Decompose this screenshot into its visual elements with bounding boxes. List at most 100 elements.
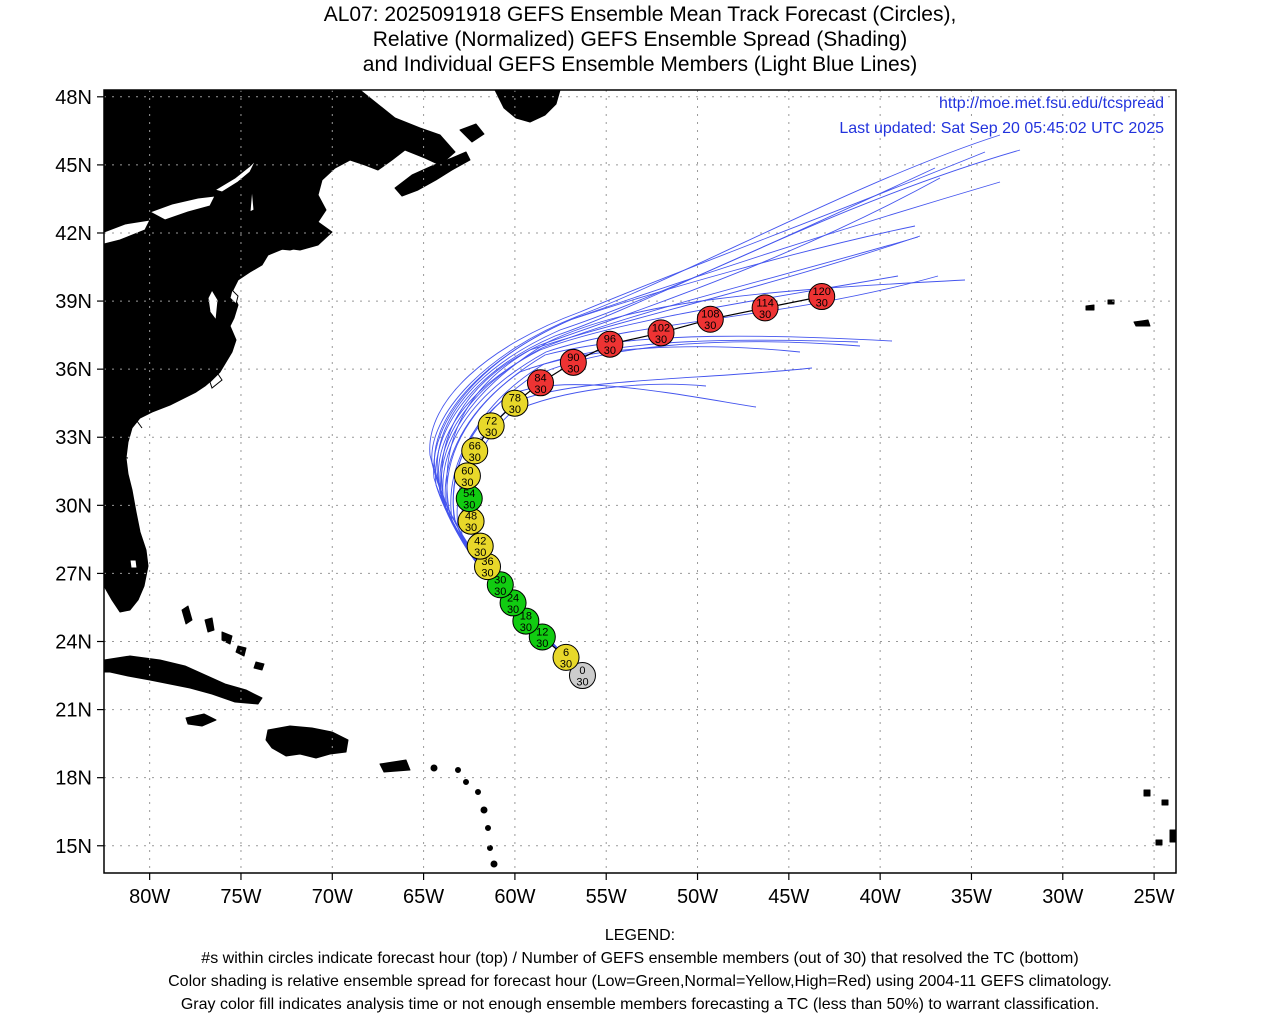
lakes-borders: [104, 90, 361, 569]
forecast-circle: [552, 643, 580, 671]
lon-tick-label: 50W: [677, 886, 718, 908]
forecast-hour: 12: [536, 626, 548, 638]
lesser-antilles-8: [490, 860, 498, 868]
forecast-hour: 42: [474, 536, 486, 548]
delaware-bay: [229, 289, 239, 305]
member-count: 30: [604, 345, 616, 357]
border-ma: [271, 211, 315, 215]
forecast-hour: 60: [461, 465, 473, 477]
lake-ontario: [148, 195, 216, 221]
lon-tick-label: 35W: [951, 886, 992, 908]
member-count: 30: [485, 427, 497, 439]
forecast-circle: [453, 462, 481, 490]
lon-tick-label: 30W: [1042, 886, 1083, 908]
member-count: 30: [520, 622, 532, 634]
forecast-circle: [568, 662, 596, 690]
lon-tick-label: 75W: [220, 886, 261, 908]
jamaica: [185, 713, 217, 727]
member-count: 30: [463, 500, 475, 512]
legend-line-3: Gray color fill indicates analysis time …: [180, 996, 1100, 1013]
cape-verde-3: [1155, 839, 1163, 846]
lon-tick-label: 65W: [403, 886, 444, 908]
lon-tick-label: 60W: [494, 886, 535, 908]
chesapeake-bay: [207, 288, 219, 322]
lon-tick-label: 55W: [586, 886, 627, 908]
forecast-hour: 48: [465, 511, 477, 523]
member-count: 30: [816, 298, 828, 310]
lon-tick-label: 25W: [1134, 886, 1175, 908]
lake-champlain: [249, 187, 255, 213]
border-nc-sc: [119, 379, 173, 401]
member-count: 30: [494, 586, 506, 598]
forecast-hour: 96: [604, 334, 616, 346]
border-ca-us: [249, 90, 361, 161]
forecast-circle: [477, 412, 505, 440]
member-count: 30: [534, 384, 546, 396]
nova-scotia: [394, 151, 471, 197]
member-count: 30: [474, 547, 486, 559]
forecast-circle: [596, 330, 624, 358]
bahamas-3: [221, 631, 233, 645]
forecast-hour: 30: [494, 574, 506, 586]
border-wv-va: [137, 289, 201, 305]
chart-title: AL07: 2025091918 GEFS Ensemble Mean Trac…: [0, 2, 1280, 77]
forecast-circle: [808, 283, 836, 311]
forecast-hour: 0: [579, 665, 585, 677]
azores-1: [1085, 304, 1095, 311]
border-nh-me: [297, 157, 301, 213]
forecast-hour: 108: [701, 309, 719, 321]
credit-updated: Last updated: Sat Sep 20 05:45:02 UTC 20…: [839, 120, 1164, 137]
lesser-antilles-6: [485, 825, 491, 831]
newfoundland: [494, 90, 561, 123]
forecast-hour: 84: [534, 372, 546, 384]
member-count: 30: [560, 658, 572, 670]
border-ct-ri: [284, 213, 287, 241]
forecast-circle: [501, 389, 529, 417]
lat-tick-label: 30N: [55, 495, 92, 517]
forecast-hour: 120: [813, 286, 831, 298]
lat-tick-label: 18N: [55, 768, 92, 790]
forecast-hour: 66: [469, 440, 481, 452]
bahamas-1: [181, 605, 193, 625]
lon-tick-label: 40W: [860, 886, 901, 908]
hispaniola: [265, 725, 349, 759]
cape-verde-2: [1161, 799, 1169, 806]
azores-3: [1133, 319, 1151, 327]
lesser-antilles-1: [430, 764, 438, 772]
lon-tick-label: 70W: [312, 886, 353, 908]
forecast-circle: [751, 294, 779, 322]
lat-tick-label: 42N: [55, 223, 92, 245]
member-count: 30: [481, 568, 493, 580]
st-lawrence: [213, 159, 257, 193]
member-count: 30: [567, 363, 579, 375]
border-pa-md: [138, 279, 229, 291]
forecast-hour: 54: [463, 488, 475, 500]
cape-breton: [459, 123, 485, 143]
lake-erie: [104, 219, 151, 245]
forecast-hour: 6: [563, 647, 569, 659]
forecast-circle: [696, 305, 724, 333]
lesser-antilles-4: [475, 789, 481, 795]
forecast-hour: 90: [567, 352, 579, 364]
pamlico-sound: [209, 373, 223, 389]
forecast-hour: 72: [485, 415, 497, 427]
legend: LEGEND: #s within circles indicate forec…: [0, 924, 1280, 1016]
member-count: 30: [465, 522, 477, 534]
credit-url[interactable]: http://moe.met.fsu.edu/tcspread: [939, 95, 1164, 112]
lat-tick-label: 15N: [55, 836, 92, 858]
border-ny-pa: [138, 239, 245, 253]
member-count: 30: [536, 638, 548, 650]
member-count: 30: [461, 477, 473, 489]
member-count: 30: [704, 320, 716, 332]
forecast-circle: [526, 369, 554, 397]
